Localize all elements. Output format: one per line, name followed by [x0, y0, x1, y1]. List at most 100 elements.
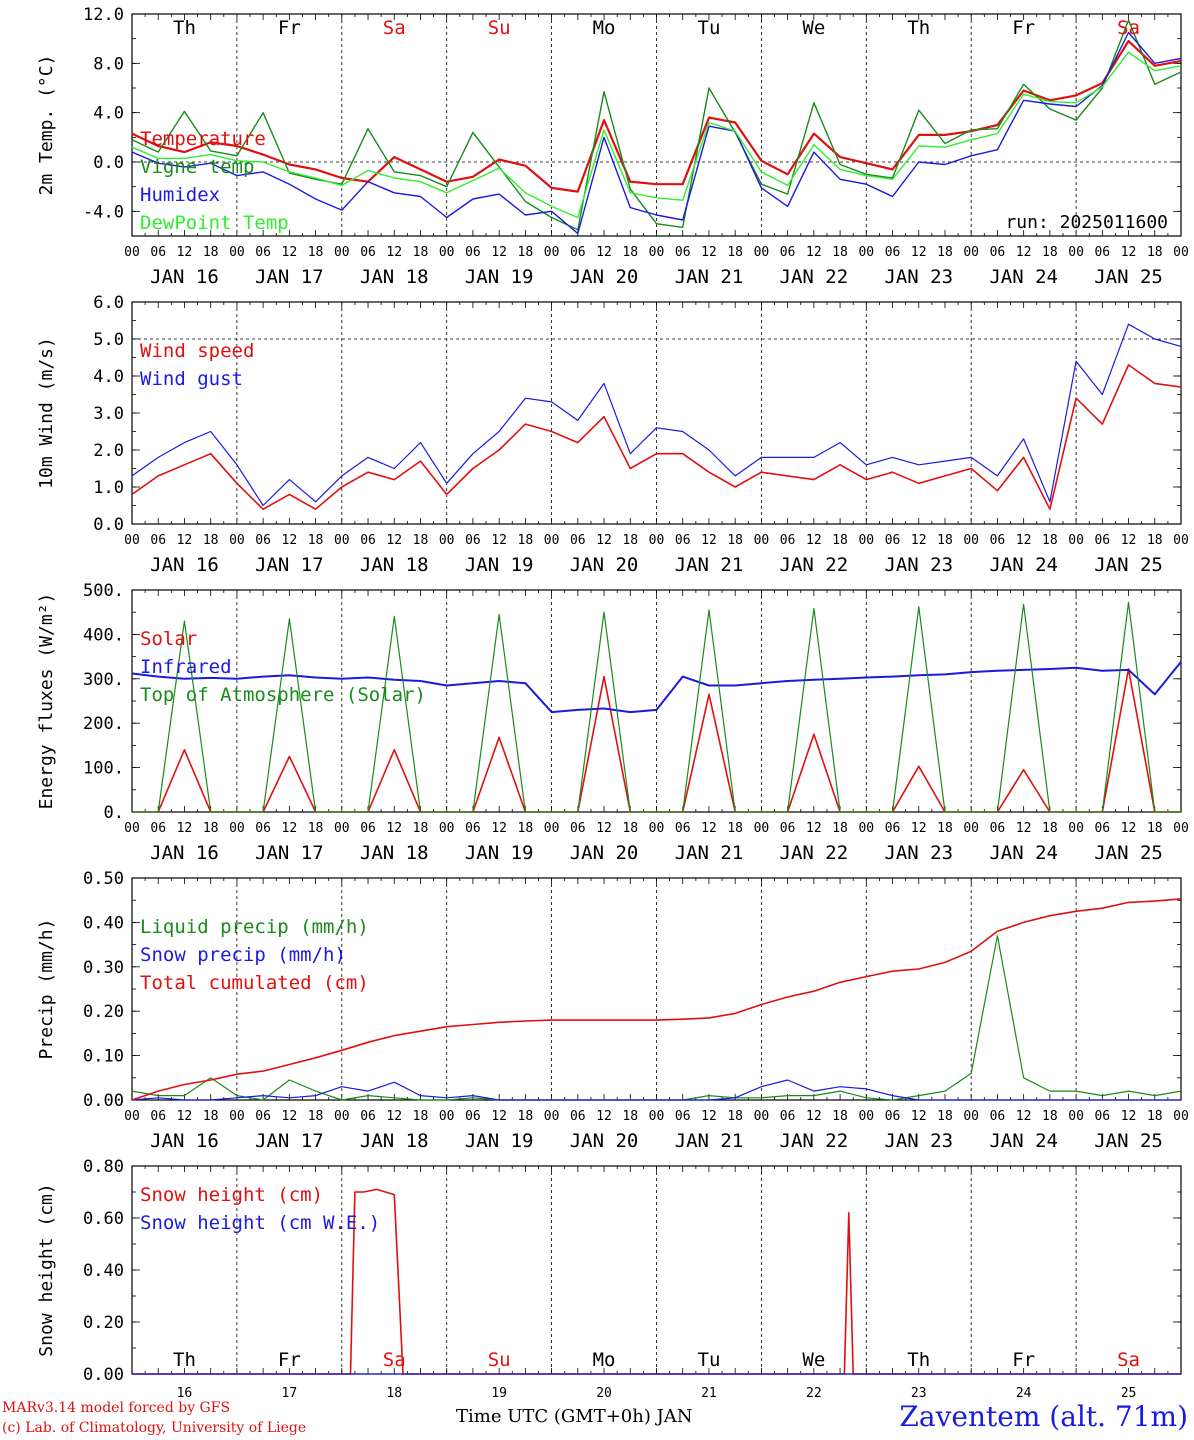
hour-tick-label: 18: [1042, 245, 1058, 260]
y-tick-label: 0.50: [83, 869, 124, 889]
day-number-label: 25: [1121, 1386, 1137, 1401]
hour-tick-label: 12: [177, 821, 193, 836]
hour-tick-label: 18: [937, 533, 953, 548]
hour-tick-label: 00: [754, 245, 770, 260]
hour-tick-label: 06: [360, 533, 376, 548]
date-label: JAN 17: [255, 1130, 324, 1152]
hour-tick-label: 06: [780, 1109, 796, 1124]
y-tick-label: 0.00: [83, 1091, 124, 1111]
series-group: [131, 898, 1182, 1101]
hour-tick-label: 12: [596, 533, 612, 548]
hour-tick-label: 18: [1042, 533, 1058, 548]
series-line: [131, 19, 1182, 231]
date-label: JAN 25: [1094, 842, 1163, 864]
y-tick-label: 4.0: [93, 367, 124, 387]
weekday-label: We: [802, 1349, 825, 1371]
hour-tick-label: 00: [963, 1109, 979, 1124]
hour-tick-label: 18: [413, 245, 429, 260]
hour-tick-label: 00: [334, 1109, 350, 1124]
hour-tick-label: 12: [282, 533, 298, 548]
y-tick-label: 0.80: [83, 1157, 124, 1177]
hour-tick-label: 00: [229, 533, 245, 548]
hour-tick-label: 00: [649, 533, 665, 548]
hour-tick-label: 06: [360, 1109, 376, 1124]
legend-entry: DewPoint Temp: [140, 212, 289, 234]
date-label: JAN 23: [884, 1130, 953, 1152]
hour-tick-label: 00: [754, 1109, 770, 1124]
date-label: JAN 16: [150, 842, 219, 864]
panel-4: 0.00 0.10 0.20 0.30 0.40 0.50 Precip (mm/h) Liq…: [36, 869, 1189, 1152]
hour-tick-label: 12: [177, 245, 193, 260]
legend-entry: Wind gust: [140, 368, 243, 390]
hour-tick-label: 12: [701, 245, 717, 260]
hour-tick-label: 00: [124, 1109, 140, 1124]
panel-5: 0.00 0.20 0.40 0.60 0.80 Snow height (cm) Snow…: [36, 1157, 1182, 1401]
hour-tick-label: 06: [255, 533, 271, 548]
hour-tick-label: 00: [439, 533, 455, 548]
date-label: JAN 21: [675, 554, 744, 576]
hour-tick-label: 00: [544, 821, 560, 836]
y-tick-label: 0.: [104, 803, 124, 823]
weekday-label: Th: [907, 1349, 930, 1371]
hour-tick-label: 00: [1173, 533, 1189, 548]
hour-tick-label: 06: [465, 821, 481, 836]
hour-tick-label: 00: [439, 821, 455, 836]
hour-tick-label: 00: [649, 1109, 665, 1124]
panel-2: 0.0 1.0 2.0 3.0 4.0 5.0 6.0 10m Wind (m/s) Wind …: [36, 293, 1189, 576]
hour-tick-label: 12: [491, 821, 507, 836]
hour-tick-label: 06: [1094, 533, 1110, 548]
weekday-label: Fr: [1012, 1349, 1035, 1371]
weekday-label: Fr: [1012, 17, 1035, 39]
hour-tick-label: 00: [858, 821, 874, 836]
weekday-label: Sa: [383, 17, 406, 39]
y-tick-label: 0.40: [83, 913, 124, 933]
hour-tick-label: 06: [360, 821, 376, 836]
hour-tick-label: 00: [963, 533, 979, 548]
hour-tick-label: 12: [1121, 245, 1137, 260]
hour-tick-label: 18: [1147, 245, 1163, 260]
y-tick-label: 2.0: [93, 441, 124, 461]
hour-tick-label: 06: [1094, 821, 1110, 836]
hour-tick-label: 00: [439, 1109, 455, 1124]
y-tick-label: 4.0: [93, 104, 124, 124]
weekday-label: Mo: [593, 1349, 616, 1371]
panel-1: -4.0 0.0 4.0 8.0 12.0 2m Temp. (°C) Temperatur…: [36, 5, 1189, 288]
hour-tick-label: 18: [832, 1109, 848, 1124]
day-number-label: 23: [911, 1386, 927, 1401]
hour-tick-label: 12: [701, 821, 717, 836]
hour-tick-label: 00: [334, 533, 350, 548]
hour-tick-label: 12: [1016, 1109, 1032, 1124]
hour-tick-label: 00: [649, 821, 665, 836]
hour-tick-label: 06: [255, 821, 271, 836]
hour-tick-label: 18: [1147, 1109, 1163, 1124]
date-label: JAN 23: [884, 842, 953, 864]
weekday-label: Sa: [1117, 17, 1140, 39]
model-credit: MARv3.14 model forced by GFS: [2, 1400, 231, 1416]
hour-tick-label: 00: [229, 245, 245, 260]
hour-tick-label: 06: [465, 245, 481, 260]
date-label: JAN 20: [570, 266, 639, 288]
date-label: JAN 18: [360, 842, 429, 864]
hour-tick-label: 06: [570, 1109, 586, 1124]
hour-tick-label: 06: [990, 1109, 1006, 1124]
hour-tick-label: 18: [308, 245, 324, 260]
hour-tick-label: 00: [858, 1109, 874, 1124]
date-label: JAN 21: [675, 842, 744, 864]
y-tick-label: 0.20: [83, 1313, 124, 1333]
date-label: JAN 25: [1094, 554, 1163, 576]
hour-tick-label: 12: [491, 1109, 507, 1124]
hour-tick-label: 06: [990, 533, 1006, 548]
hour-tick-label: 18: [727, 821, 743, 836]
date-label: JAN 16: [150, 554, 219, 576]
date-label: JAN 18: [360, 554, 429, 576]
hour-tick-label: 18: [413, 1109, 429, 1124]
hour-tick-label: 18: [622, 821, 638, 836]
series-group: [131, 323, 1182, 511]
hour-tick-label: 12: [806, 1109, 822, 1124]
series-group: [131, 601, 1182, 813]
legend-entry: Total cumulated (cm): [140, 972, 369, 994]
hour-tick-label: 00: [1173, 1109, 1189, 1124]
y-tick-label: 400.: [83, 625, 124, 645]
hour-tick-label: 06: [255, 1109, 271, 1124]
